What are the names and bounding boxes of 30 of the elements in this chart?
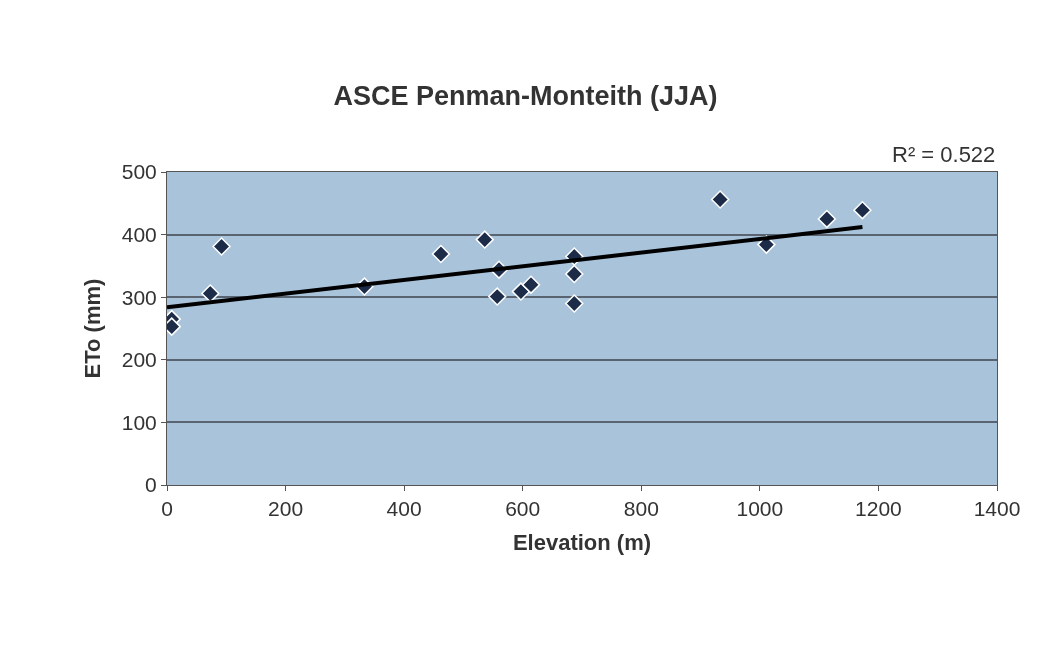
y-axis-title: ETo (mm) <box>79 278 105 379</box>
point <box>817 209 837 229</box>
x-tick-label: 1400 <box>973 497 1021 521</box>
y-tick-label: 400 <box>121 222 157 246</box>
point <box>565 294 584 313</box>
y-tick-label: 300 <box>121 285 157 309</box>
point <box>853 200 872 220</box>
y-tick-label: 200 <box>121 348 157 372</box>
x-tick-label: 0 <box>161 497 173 521</box>
point <box>488 287 507 306</box>
point <box>201 284 220 303</box>
y-tick-label: 0 <box>145 473 157 497</box>
x-tick-label: 200 <box>268 497 304 521</box>
y-tick-label: 500 <box>121 160 157 184</box>
point <box>521 275 541 294</box>
x-tick-label: 1000 <box>736 497 784 521</box>
x-axis-title: Elevation (m) <box>512 530 652 556</box>
x-tick-label: 800 <box>623 497 659 521</box>
text: R² = 0.522 <box>892 142 996 167</box>
y-tick-label: 100 <box>121 410 157 434</box>
chart-title: ASCE Penman-Monteith (JJA) <box>333 80 718 111</box>
point <box>475 230 494 249</box>
x-tick-label: 1200 <box>855 497 902 521</box>
point <box>565 264 584 284</box>
x-tick-label: 400 <box>386 497 422 521</box>
point <box>511 282 531 301</box>
point <box>710 190 730 209</box>
point <box>431 244 451 264</box>
x-tick-label: 600 <box>505 497 541 521</box>
point <box>212 237 231 256</box>
